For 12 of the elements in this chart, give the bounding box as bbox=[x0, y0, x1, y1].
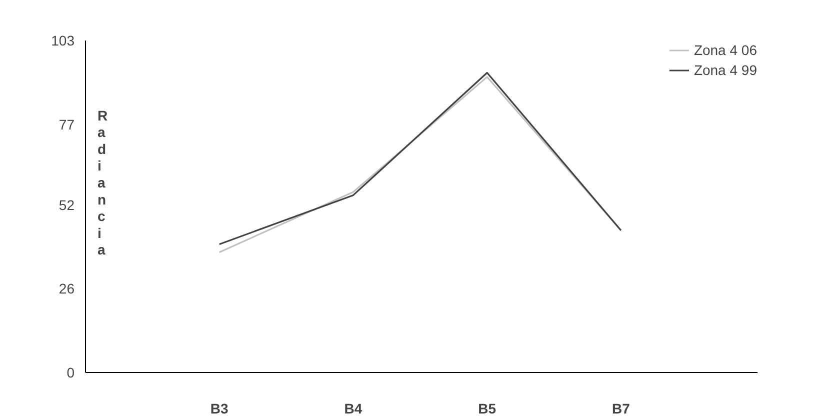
x-tick-label: B3 bbox=[210, 400, 229, 416]
y-tick-label: 77 bbox=[58, 116, 75, 132]
y-tick-label: 103 bbox=[51, 32, 75, 48]
legend-label: Zona 4 06 bbox=[694, 42, 757, 58]
x-tick-label: B7 bbox=[612, 400, 630, 416]
y-tick-label: 26 bbox=[58, 280, 75, 297]
x-tick-label: B5 bbox=[478, 400, 496, 416]
text: Radiancia bbox=[98, 107, 108, 258]
legend-label: Zona 4 99 bbox=[694, 62, 757, 78]
y-tick-label: 52 bbox=[58, 196, 75, 213]
y-tick-label: 0 bbox=[66, 364, 75, 380]
x-tick-label: B4 bbox=[344, 400, 362, 416]
